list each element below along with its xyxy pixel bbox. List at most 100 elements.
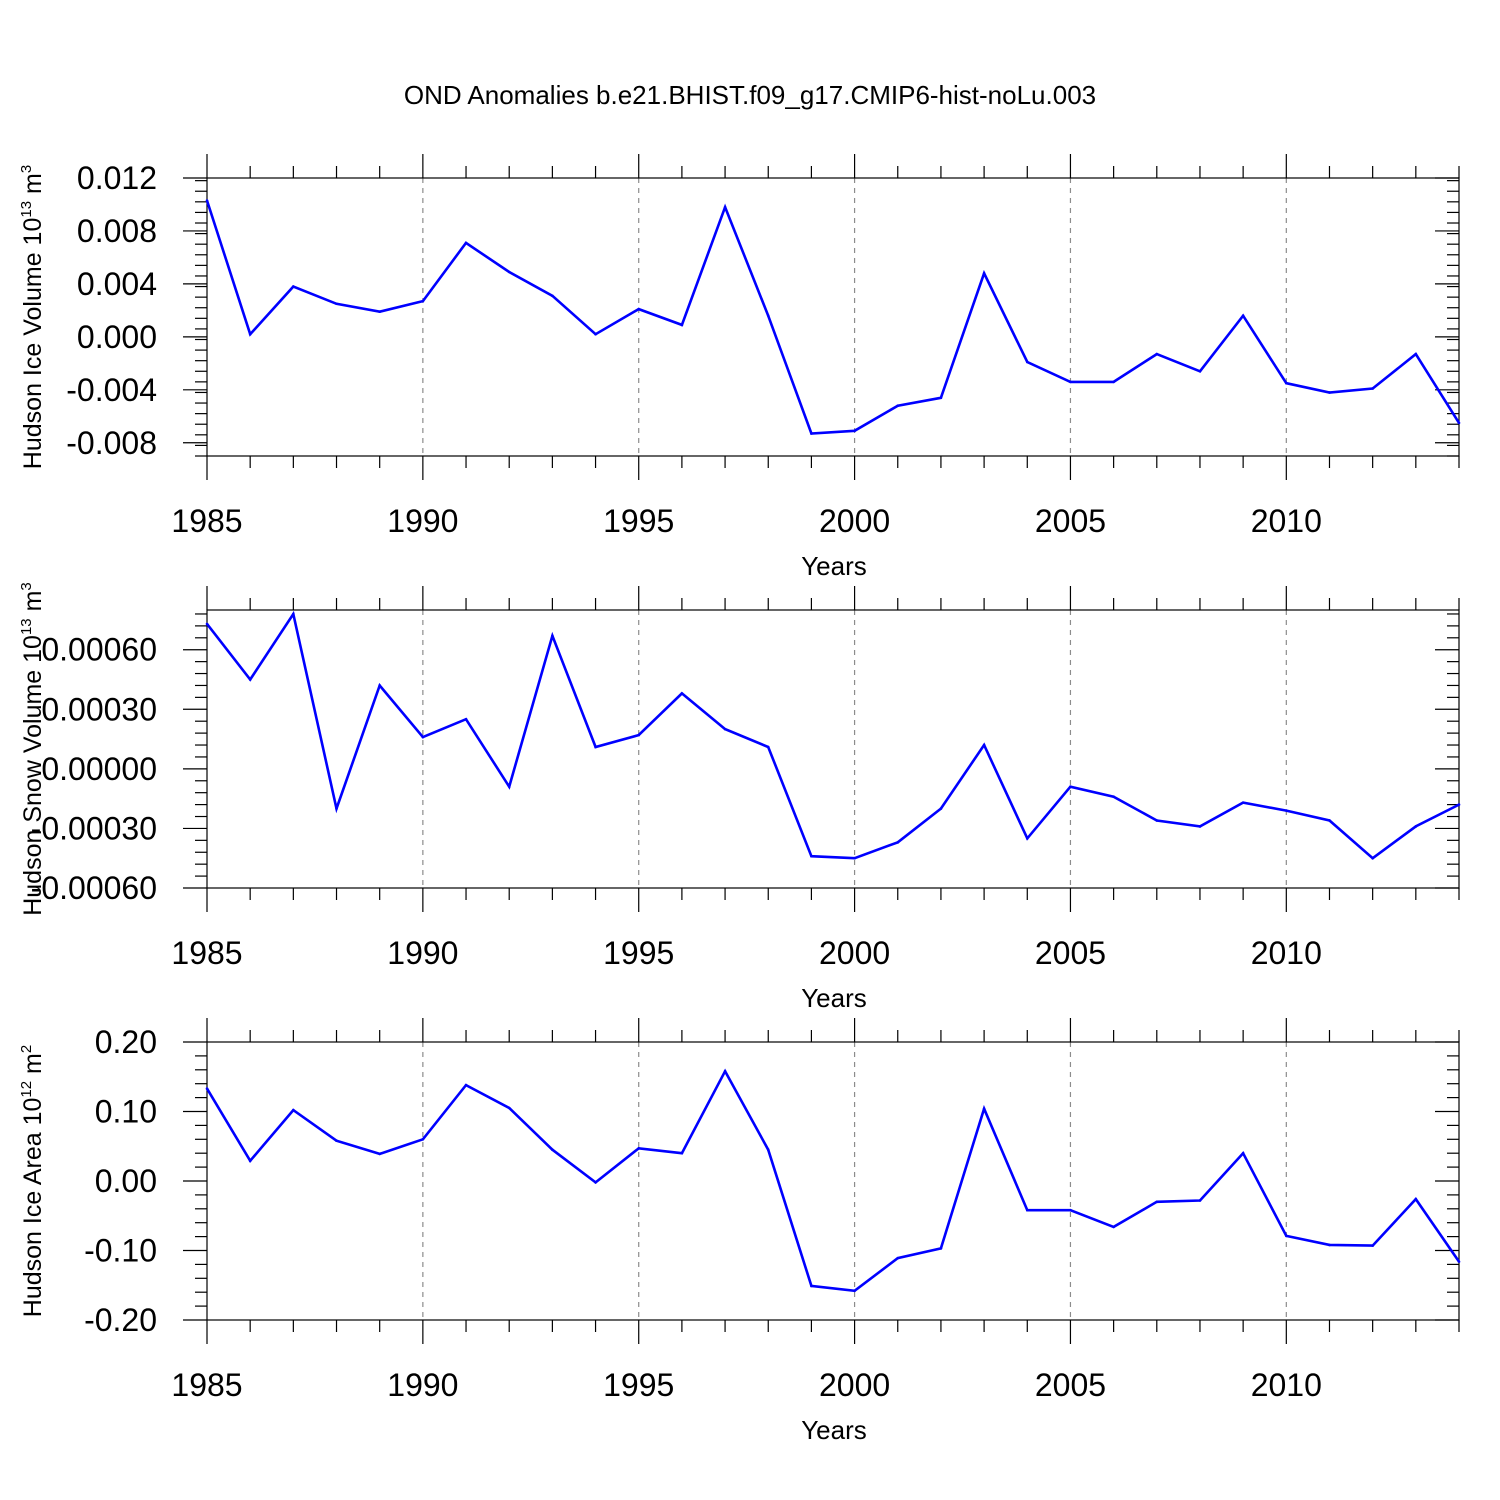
data-point (335, 302, 338, 306)
y-tick-label: 0.20 (95, 1024, 157, 1060)
data-point (421, 299, 425, 303)
data-point (1414, 352, 1418, 356)
x-tick-label: 1985 (171, 1367, 242, 1403)
data-point (1457, 421, 1461, 425)
x-tick-label: 1990 (387, 1367, 458, 1403)
data-point (1069, 1208, 1072, 1212)
x-tick-label: 2000 (819, 935, 890, 971)
data-point (1241, 314, 1245, 317)
data-point (939, 396, 943, 400)
data-point (378, 1152, 381, 1156)
data-point (421, 1138, 425, 1141)
data-point (810, 1284, 813, 1288)
y-tick-label: -0.10 (84, 1233, 157, 1269)
data-point (896, 404, 900, 407)
data-point (205, 622, 209, 626)
data-point (1414, 1197, 1418, 1201)
y-tick-label: 0.10 (95, 1094, 157, 1130)
data-point (896, 1256, 900, 1260)
y-tick-label: 0.00 (95, 1163, 157, 1199)
data-point (551, 1148, 554, 1152)
data-point (1112, 1225, 1115, 1229)
data-point (982, 272, 986, 275)
data-point (1285, 381, 1288, 385)
plot-frame (206, 609, 1460, 889)
data-point (248, 1159, 252, 1163)
y-tick-label: 0.012 (77, 160, 157, 196)
y-tick-label: 0.004 (77, 266, 157, 302)
data-point (1025, 837, 1029, 840)
data-point (1328, 1243, 1331, 1247)
x-axis-label: Years (801, 983, 867, 1013)
data-point (982, 1107, 986, 1111)
data-point (766, 745, 770, 749)
y-tick-label: 0.00000 (41, 751, 157, 787)
data-point (507, 785, 511, 789)
data-point (1371, 387, 1374, 390)
x-tick-label: 2005 (1035, 1367, 1106, 1403)
y-tick-label: -0.00060 (31, 870, 157, 906)
panel-3: 1985 1990 1995 2000 2005 2010 Years -0.20 -0.10 0… (18, 1018, 1461, 1445)
page-title: OND Anomalies b.e21.BHIST.f09_g17.CMIP6-… (403, 80, 1097, 110)
data-point (1198, 825, 1202, 828)
data-point (1155, 819, 1159, 822)
x-tick-label: 1985 (171, 503, 242, 539)
x-tick-label: 1995 (603, 1367, 674, 1403)
data-point (378, 684, 381, 687)
data-point (766, 1148, 770, 1152)
data-point (292, 612, 295, 616)
y-tick-label: -0.20 (84, 1302, 157, 1338)
data-point (1069, 785, 1072, 789)
data-point (1112, 795, 1115, 798)
data-point (896, 841, 900, 844)
data-point (1457, 1260, 1461, 1263)
data-point (335, 1139, 338, 1142)
x-tick-label: 2010 (1251, 1367, 1322, 1403)
data-point (378, 310, 381, 314)
data-point (507, 270, 511, 274)
panel-1: 1985 1990 1995 2000 2005 2010 Years -0.008 -0.00… (18, 154, 1461, 581)
data-point (1241, 801, 1245, 804)
x-tick-label: 1985 (171, 935, 242, 971)
data-point (594, 745, 597, 749)
data-point (551, 634, 554, 638)
data-point (1457, 803, 1461, 806)
data-point (1328, 391, 1331, 394)
data-point (637, 733, 641, 737)
data-point (1155, 1200, 1159, 1204)
data-point (248, 332, 252, 336)
data-point (939, 1247, 943, 1250)
y-axis-label: Hudson Ice Volume 1013 m3 (18, 165, 47, 469)
x-tick-label: 2005 (1035, 503, 1106, 539)
data-point (680, 323, 684, 327)
x-tick-label: 1990 (387, 503, 458, 539)
data-point (292, 1108, 295, 1112)
data-point (853, 429, 856, 433)
data-point (335, 807, 338, 810)
y-tick-label: 0.008 (77, 213, 157, 249)
data-point (464, 1083, 468, 1087)
y-tick-label: 0.00060 (41, 632, 157, 668)
data-point (1414, 825, 1418, 828)
data-point (551, 294, 554, 298)
y-tick-label: 0.000 (77, 319, 157, 355)
data-point (1198, 369, 1202, 373)
plot-frame (206, 1041, 1460, 1321)
data-point (1371, 856, 1374, 860)
data-point (594, 332, 597, 336)
x-tick-label: 1995 (603, 935, 674, 971)
data-point (248, 678, 252, 681)
data-point (1069, 380, 1072, 384)
x-tick-label: 2005 (1035, 935, 1106, 971)
data-point (982, 743, 986, 747)
data-point (723, 1069, 727, 1073)
data-point (766, 314, 770, 317)
data-point (205, 199, 209, 202)
data-point (1112, 380, 1115, 384)
plot-frame (206, 177, 1460, 457)
y-tick-label: -0.004 (66, 372, 157, 408)
x-tick-label: 1990 (387, 935, 458, 971)
series-line (205, 610, 1460, 860)
data-point (939, 807, 943, 810)
